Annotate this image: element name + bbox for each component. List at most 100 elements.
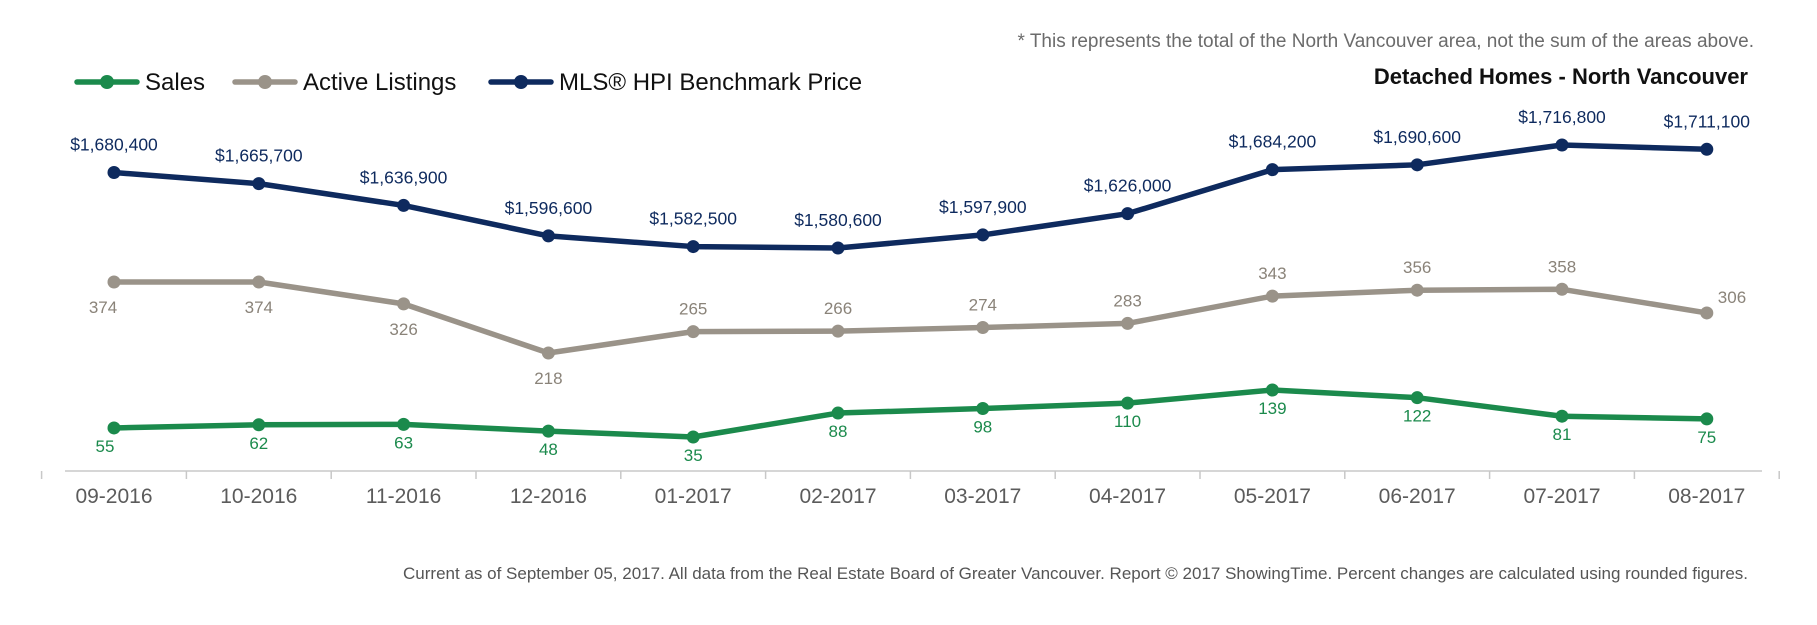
active-listings-data-label: 306 (1718, 288, 1746, 307)
active-listings-point (541, 346, 555, 360)
legend-item-active-listings: Active Listings (232, 69, 456, 96)
active-listings-point (1265, 289, 1279, 303)
active-listings-point (252, 275, 266, 289)
sales-data-label: 110 (1114, 412, 1141, 431)
sales-data-label: 75 (1697, 428, 1716, 447)
legend-item-mls-hpi-benchmark-price: MLS® HPI Benchmark Price (488, 69, 862, 96)
active-listings-point (397, 297, 411, 311)
x-tick-label: 08-2017 (1668, 485, 1745, 508)
mls-hpi-benchmark-price-point (686, 240, 700, 254)
legend-item-sales: Sales (74, 69, 205, 96)
sales-data-label: 48 (539, 440, 558, 459)
active-listings-data-label: 374 (245, 298, 273, 317)
x-tick-label: 01-2017 (655, 485, 732, 508)
sales-point (1410, 391, 1424, 405)
sales-point (976, 402, 990, 416)
active-listings-data-label: 283 (1113, 291, 1141, 310)
mls-hpi-benchmark-price-point (1410, 158, 1424, 172)
active-listings-point (1555, 282, 1569, 296)
mls-hpi-benchmark-price-data-label: $1,580,600 (794, 210, 882, 230)
mls-hpi-benchmark-price-point (541, 229, 555, 243)
sales-data-label: 55 (96, 437, 115, 456)
legend: Sales Active Listings MLS® HPI Benchmark P… (74, 69, 862, 96)
legend-label: Active Listings (303, 69, 456, 96)
x-tick-label: 07-2017 (1523, 485, 1600, 508)
chart-title: Detached Homes - North Vancouver (1374, 64, 1749, 89)
sales-data-label: 98 (973, 418, 992, 437)
mls-hpi-benchmark-price-data-label: $1,665,700 (215, 146, 303, 166)
sales-data-label: 35 (684, 446, 703, 465)
mls-hpi-benchmark-price-point (1265, 163, 1279, 177)
active-listings-point (1410, 283, 1424, 297)
sales-point (541, 424, 555, 438)
x-tick-label: 05-2017 (1234, 485, 1311, 508)
sales-point (686, 430, 700, 444)
mls-hpi-benchmark-price-point (397, 198, 411, 212)
sales-point (1121, 396, 1135, 410)
mls-hpi-benchmark-price-point (252, 177, 266, 191)
active-listings-point (1121, 316, 1135, 330)
active-listings-point (686, 325, 700, 339)
active-listings-point (107, 275, 121, 289)
x-tick-label: 11-2016 (366, 485, 442, 508)
mls-hpi-benchmark-price-data-label: $1,636,900 (360, 167, 448, 187)
active-listings-data-label: 374 (89, 298, 117, 317)
mls-hpi-benchmark-price-data-label: $1,690,600 (1373, 127, 1461, 147)
sales-point (107, 421, 121, 435)
sales-data-label: 63 (394, 433, 413, 452)
sales-point (831, 406, 845, 420)
sales-point (397, 417, 411, 431)
sales-point (1555, 409, 1569, 423)
x-tick-label: 12-2016 (510, 485, 587, 508)
active-listings-data-label: 358 (1548, 257, 1576, 276)
mls-hpi-benchmark-price-data-label: $1,582,500 (649, 209, 737, 229)
legend-label: MLS® HPI Benchmark Price (559, 69, 862, 96)
mls-hpi-benchmark-price-data-label: $1,680,400 (70, 135, 158, 155)
mls-hpi-benchmark-price-data-label: $1,684,200 (1229, 132, 1317, 152)
x-axis-ticks (40, 471, 1780, 479)
mls-hpi-benchmark-price-point (831, 241, 845, 255)
x-tick-label: 06-2017 (1379, 485, 1456, 508)
x-tick-label: 10-2016 (220, 485, 297, 508)
active-listings-data-label: 356 (1403, 258, 1431, 277)
sales-data-label: 122 (1403, 407, 1431, 426)
x-tick-label: 03-2017 (944, 485, 1021, 508)
active-listings-point (976, 321, 990, 335)
mls-hpi-benchmark-price-line (111, 142, 1710, 251)
active-listings-data-label: 274 (969, 296, 997, 315)
sales-data-label: 81 (1553, 425, 1572, 444)
mls-hpi-benchmark-price-point (1555, 138, 1569, 152)
x-tick-label: 09-2016 (75, 485, 152, 508)
mls-hpi-benchmark-price-data-label: $1,711,100 (1664, 111, 1751, 131)
active-listings-data-label: 265 (679, 300, 707, 319)
data-labels: 55 62 63 48 35 88 98 110 139 122 81 75 374 374 326 218 2… (70, 107, 1750, 465)
mls-hpi-benchmark-price-point (1700, 142, 1714, 156)
x-tick-label: 04-2017 (1089, 485, 1166, 508)
series-layer (107, 138, 1714, 444)
active-listings-point (831, 324, 845, 338)
sales-data-label: 62 (249, 434, 268, 453)
sales-data-label: 88 (829, 422, 848, 441)
area-note: * This represents the total of the North… (1017, 31, 1754, 52)
legend-label: Sales (145, 69, 205, 96)
mls-hpi-benchmark-price-data-label: $1,596,600 (505, 198, 593, 218)
x-axis-tick-labels: 09-2016 10-2016 11-2016 12-2016 01-2017 02-20… (75, 485, 1745, 508)
active-listings-data-label: 343 (1258, 264, 1286, 283)
active-listings-data-label: 266 (824, 299, 852, 318)
sales-line (111, 387, 1710, 440)
active-listings-point (1700, 306, 1714, 320)
legend-swatch-marker (258, 75, 272, 89)
mls-hpi-benchmark-price-data-label: $1,626,000 (1084, 176, 1172, 196)
sales-point (1265, 383, 1279, 397)
sales-point (252, 418, 266, 432)
x-tick-label: 02-2017 (799, 485, 876, 508)
mls-hpi-benchmark-price-point (1121, 207, 1135, 221)
active-listings-data-label: 326 (389, 320, 417, 339)
active-listings-line (111, 279, 1710, 356)
active-listings-data-label: 218 (534, 369, 562, 388)
legend-swatch-marker (514, 75, 528, 89)
sales-point (1700, 412, 1714, 426)
mls-hpi-benchmark-price-data-label: $1,716,800 (1518, 107, 1606, 127)
sales-data-label: 139 (1258, 399, 1286, 418)
